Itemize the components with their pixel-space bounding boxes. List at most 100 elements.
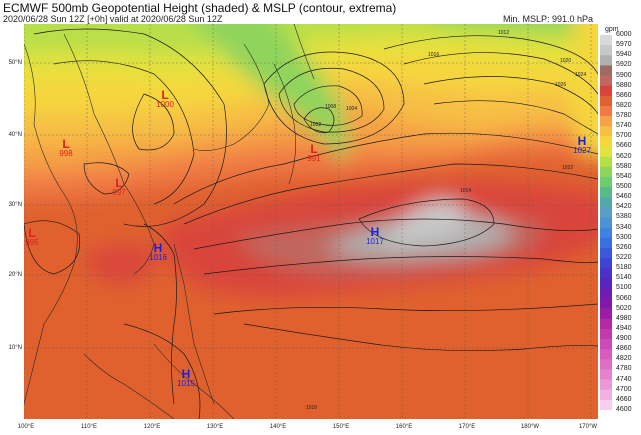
contour-label: 1020 xyxy=(560,58,572,64)
colorbar-tick-label: 4940 xyxy=(616,324,632,332)
colorbar-swatch xyxy=(600,126,612,137)
colorbar-swatch xyxy=(600,116,612,127)
contour-label: 1022 xyxy=(562,165,574,171)
colorbar-swatch xyxy=(600,227,612,239)
low-symbol: L xyxy=(310,142,318,156)
colorbar-swatch xyxy=(600,339,612,350)
lat-label: 40°N xyxy=(8,132,22,138)
high-symbol: H xyxy=(370,225,380,239)
contour-label: 1014 xyxy=(460,188,472,194)
colorbar-swatch xyxy=(600,217,612,228)
low-pressure-marker: L 995 xyxy=(25,227,38,247)
colorbar-tick-label: 5920 xyxy=(616,61,632,69)
colorbar-swatch xyxy=(600,75,612,86)
colorbar-tick-label: 5970 xyxy=(616,41,632,49)
colorbar-swatch xyxy=(600,197,612,208)
lon-label: 120°E xyxy=(143,424,161,430)
low-pressure-marker: L 1000 xyxy=(156,89,174,109)
colorbar-swatch xyxy=(600,369,612,380)
low-symbol: L xyxy=(161,88,169,102)
colorbar-swatch xyxy=(600,55,612,66)
colorbar-swatch xyxy=(600,237,612,249)
graticule xyxy=(24,24,598,419)
colorbar-tick-label: 5060 xyxy=(616,294,632,302)
colorbar-swatch xyxy=(600,389,612,401)
colorbar-swatch xyxy=(600,399,612,411)
colorbar-swatch xyxy=(600,359,612,370)
high-value: 1027 xyxy=(573,146,591,155)
colorbar-swatch xyxy=(600,65,612,76)
low-value: 1000 xyxy=(156,100,174,109)
colorbar-swatch xyxy=(600,105,612,117)
colorbar-tick-label: 5380 xyxy=(616,213,632,221)
high-pressure-marker: H 1017 xyxy=(366,226,384,246)
high-pressure-marker: H 1015 xyxy=(177,368,195,388)
low-value: 998 xyxy=(59,149,73,158)
colorbar-swatch xyxy=(600,45,612,56)
colorbar-tick-label: 5340 xyxy=(616,223,632,231)
low-value: 997 xyxy=(112,188,126,197)
colorbar-tick-label: 4980 xyxy=(616,314,632,322)
colorbar-tick-label: 6000 xyxy=(616,31,632,38)
colorbar-swatch xyxy=(600,278,612,289)
contour-label: 1008 xyxy=(325,104,337,110)
contour-label: 1026 xyxy=(555,82,567,88)
contour-label: 1016 xyxy=(428,52,440,58)
colorbar-swatch xyxy=(600,85,612,97)
colorbar-tick-label: 5020 xyxy=(616,304,632,312)
colorbar-tick-label: 5660 xyxy=(616,142,632,150)
colorbar xyxy=(600,35,612,411)
colorbar-tick-label: 4700 xyxy=(616,385,632,393)
colorbar-tick-label: 5100 xyxy=(616,284,632,292)
colorbar-tick-label: 5900 xyxy=(616,71,632,79)
chart-title: ECMWF 500mb Geopotential Height (shaded)… xyxy=(3,1,397,15)
colorbar-swatch xyxy=(600,35,612,46)
high-pressure-marker: H 1016 xyxy=(149,242,167,262)
colorbar-tick-label: 5540 xyxy=(616,172,632,180)
low-value: 995 xyxy=(25,238,39,247)
lon-label: 140°E xyxy=(269,424,287,430)
colorbar-swatch xyxy=(600,247,612,259)
colorbar-tick-label: 5500 xyxy=(616,183,632,191)
colorbar-tick-label: 4780 xyxy=(616,365,632,373)
low-pressure-marker: L 998 xyxy=(59,138,72,158)
colorbar-swatch xyxy=(600,288,612,299)
high-symbol: H xyxy=(181,367,191,381)
colorbar-tick-label: 4860 xyxy=(616,345,632,353)
colorbar-swatch xyxy=(600,318,612,330)
colorbar-tick-label: 5780 xyxy=(616,112,632,120)
colorbar-tick-label: 5940 xyxy=(616,51,632,59)
high-value: 1017 xyxy=(366,237,384,246)
colorbar-swatch xyxy=(600,349,612,360)
colorbar-tick-label: 5180 xyxy=(616,264,632,272)
colorbar-swatch xyxy=(600,298,612,309)
colorbar-tick-label: 4820 xyxy=(616,355,632,363)
contour-label: 1012 xyxy=(498,30,510,36)
contour-label: 1010 xyxy=(306,405,318,411)
lat-label: 10°N xyxy=(8,345,22,351)
colorbar-tick-label: 5860 xyxy=(616,91,632,99)
coastlines xyxy=(24,24,315,419)
colorbar-swatch xyxy=(600,176,612,188)
colorbar-swatch xyxy=(600,95,612,107)
lon-label: 130°E xyxy=(206,424,224,430)
colorbar-tick-label: 5420 xyxy=(616,203,632,211)
low-value: 991 xyxy=(307,154,321,163)
contour-label: 1002 xyxy=(310,122,322,128)
contour-label: 1004 xyxy=(346,106,358,112)
lon-label: 110°E xyxy=(81,424,97,430)
colorbar-tick-label: 5700 xyxy=(616,132,632,140)
valid-time: 2020/06/28 Sun 12Z [+0h] valid at 2020/0… xyxy=(3,14,223,24)
lon-label: 180°W xyxy=(520,424,540,430)
colorbar-swatch xyxy=(600,268,612,279)
low-symbol: L xyxy=(115,176,123,190)
lat-label: 30°N xyxy=(8,202,22,208)
colorbar-tick-label: 4600 xyxy=(616,406,632,413)
mslp-contours xyxy=(24,28,598,419)
colorbar-tick-label: 5740 xyxy=(616,122,632,130)
low-symbol: L xyxy=(28,226,36,240)
map-canvas xyxy=(24,24,598,419)
low-pressure-marker: L 997 xyxy=(112,177,125,197)
colorbar-tick-label: 5260 xyxy=(616,243,632,251)
colorbar-swatch xyxy=(600,166,612,178)
